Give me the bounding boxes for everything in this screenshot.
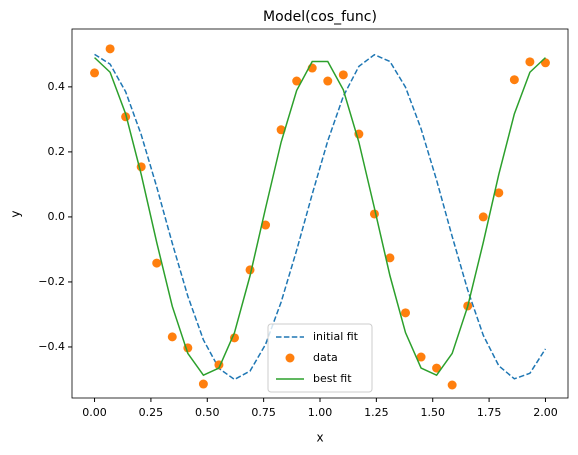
series-line	[94, 57, 546, 377]
chart-title: Model(cos_func)	[263, 9, 377, 25]
x-tick-label: 0.00	[82, 406, 107, 419]
data-point	[416, 352, 426, 362]
data-point	[292, 76, 302, 86]
data-point	[167, 332, 177, 342]
legend-label: data	[313, 351, 338, 364]
data-point	[478, 212, 488, 222]
data-point	[261, 220, 271, 230]
x-tick-label: 1.50	[420, 406, 445, 419]
x-axis-label: x	[316, 431, 323, 445]
x-tick-label: 0.75	[251, 406, 276, 419]
y-tick-label: 0.0	[48, 210, 66, 223]
legend-label: initial fit	[313, 330, 359, 343]
y-tick-label: 0.4	[48, 80, 66, 93]
legend-label: best fit	[313, 372, 352, 385]
data-point	[385, 253, 395, 263]
data-point	[323, 76, 333, 86]
legend-marker	[285, 353, 295, 363]
data-point	[401, 308, 411, 318]
data-point	[432, 363, 442, 373]
data-point	[494, 188, 504, 198]
data-point	[525, 57, 535, 67]
data-point	[509, 75, 519, 85]
data-point	[105, 44, 115, 54]
x-tick-label: 1.75	[477, 406, 502, 419]
y-axis-label: y	[9, 210, 23, 217]
x-tick-label: 1.00	[308, 406, 333, 419]
y-tick-label: −0.4	[38, 340, 65, 353]
data-point	[90, 68, 100, 78]
data-point	[198, 379, 208, 389]
plot-frame	[71, 28, 569, 399]
legend-box	[267, 323, 373, 393]
x-tick-label: 0.50	[195, 406, 220, 419]
data-point	[447, 380, 457, 390]
y-tick-label: 0.2	[48, 145, 66, 158]
data-point	[276, 125, 286, 135]
data-point	[152, 258, 162, 268]
y-tick-label: −0.2	[38, 275, 65, 288]
data-point	[229, 333, 239, 343]
data-point	[338, 70, 348, 80]
x-tick-label: 1.25	[364, 406, 389, 419]
x-tick-label: 0.25	[139, 406, 164, 419]
x-tick-label: 2.00	[533, 406, 558, 419]
